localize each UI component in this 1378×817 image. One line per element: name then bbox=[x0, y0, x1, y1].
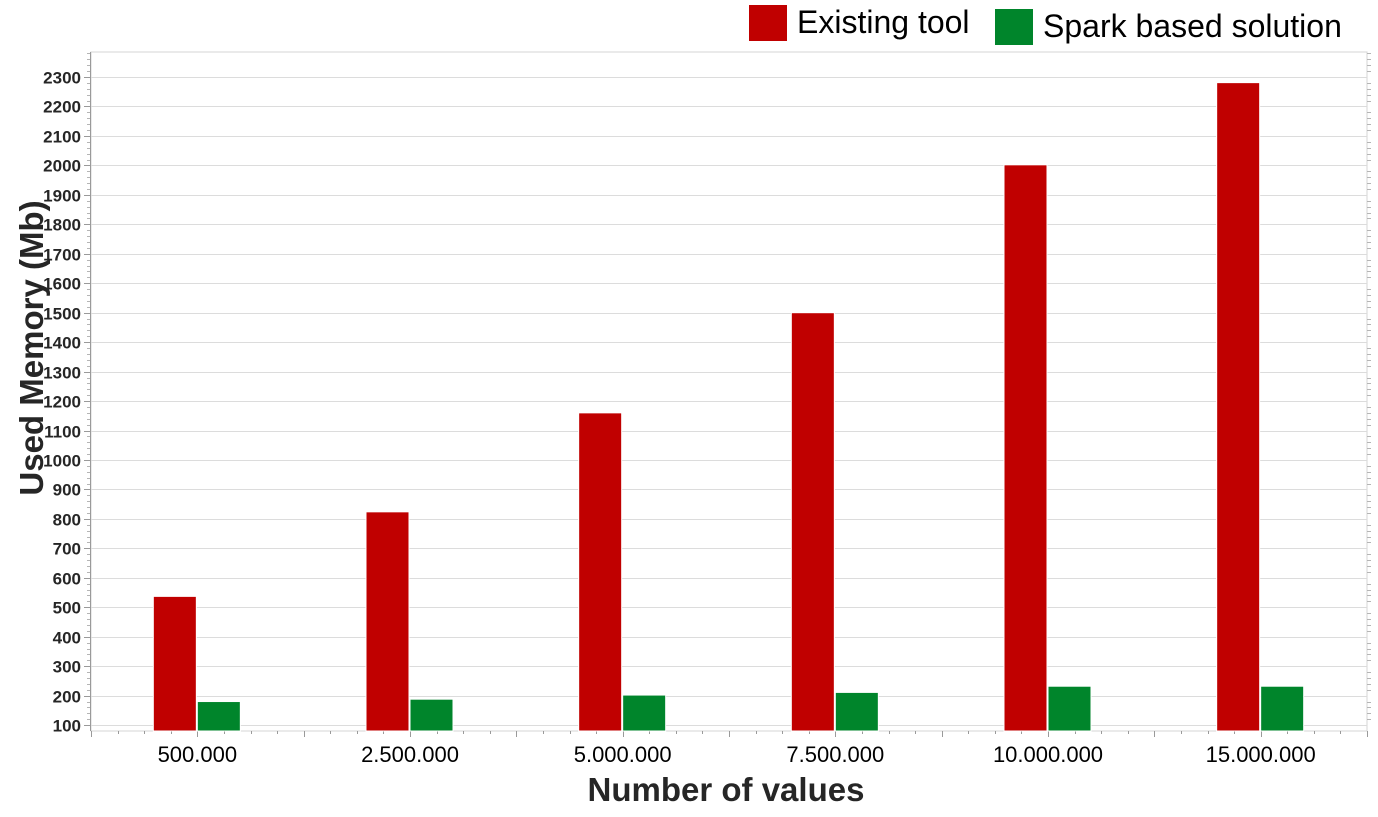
legend-label-spark-based-solution: Spark based solution bbox=[1043, 8, 1342, 44]
bar-spark-based-solution-2 bbox=[409, 698, 454, 732]
y-tick-label: 800 bbox=[53, 511, 81, 530]
legend-item-spark-based-solution: Spark based solution bbox=[995, 8, 1342, 45]
y-tick-label: 1400 bbox=[43, 334, 81, 353]
bar-spark-based-solution-6 bbox=[1260, 685, 1305, 732]
x-tick-label: 10.000.000 bbox=[993, 742, 1103, 767]
y-tick-label: 600 bbox=[53, 570, 81, 589]
y-tick-label: 1100 bbox=[44, 423, 81, 442]
y-tick-label: 1700 bbox=[43, 246, 81, 265]
x-tick-label: 7.500.000 bbox=[786, 742, 884, 767]
y-tick-label: 500 bbox=[53, 599, 81, 618]
x-tick-label: 15.000.000 bbox=[1206, 742, 1316, 767]
y-tick-label: 1000 bbox=[43, 452, 81, 471]
x-tick-label: 500.000 bbox=[158, 742, 238, 767]
y-tick-label: 2100 bbox=[43, 128, 81, 147]
y-tick-label: 2300 bbox=[43, 69, 81, 88]
y-tick-label: 1300 bbox=[43, 364, 81, 383]
bar-existing-tool-5 bbox=[1003, 164, 1048, 732]
x-tick-label: 2.500.000 bbox=[361, 742, 459, 767]
y-tick-label: 1800 bbox=[43, 216, 81, 235]
y-tick-label: 400 bbox=[53, 629, 81, 648]
bar-spark-based-solution-1 bbox=[196, 701, 241, 732]
y-tick-label: 200 bbox=[53, 688, 81, 707]
bar-existing-tool-4 bbox=[790, 312, 835, 732]
y-tick-label: 1600 bbox=[43, 275, 81, 294]
y-tick-label: 700 bbox=[53, 540, 81, 559]
y-tick-label: 1900 bbox=[43, 187, 81, 206]
bar-existing-tool-6 bbox=[1216, 82, 1261, 732]
y-tick-label: 100 bbox=[53, 717, 81, 736]
legend-label-existing-tool: Existing tool bbox=[797, 4, 970, 40]
x-tick-label: 5.000.000 bbox=[574, 742, 672, 767]
legend-swatch-existing-tool bbox=[749, 4, 787, 41]
plot-area bbox=[90, 51, 1368, 732]
bar-spark-based-solution-4 bbox=[834, 691, 879, 732]
legend-swatch-spark-based-solution bbox=[995, 8, 1033, 45]
y-tick-label: 300 bbox=[53, 658, 81, 677]
y-tick-label: 900 bbox=[53, 481, 81, 500]
bar-existing-tool-2 bbox=[365, 511, 410, 732]
legend-item-existing-tool: Existing tool bbox=[749, 4, 970, 41]
y-tick-label: 1500 bbox=[43, 305, 81, 324]
bar-existing-tool-3 bbox=[578, 412, 623, 732]
y-axis-title: Used Memory (Mb) bbox=[13, 200, 50, 496]
x-axis-title: Number of values bbox=[587, 771, 865, 808]
y-tick-label: 2000 bbox=[43, 157, 81, 176]
bar-spark-based-solution-5 bbox=[1047, 685, 1092, 732]
y-tick-label: 1200 bbox=[43, 393, 81, 412]
y-tick-label: 2200 bbox=[43, 98, 81, 117]
bar-existing-tool-1 bbox=[152, 595, 197, 732]
bar-spark-based-solution-3 bbox=[622, 694, 667, 732]
